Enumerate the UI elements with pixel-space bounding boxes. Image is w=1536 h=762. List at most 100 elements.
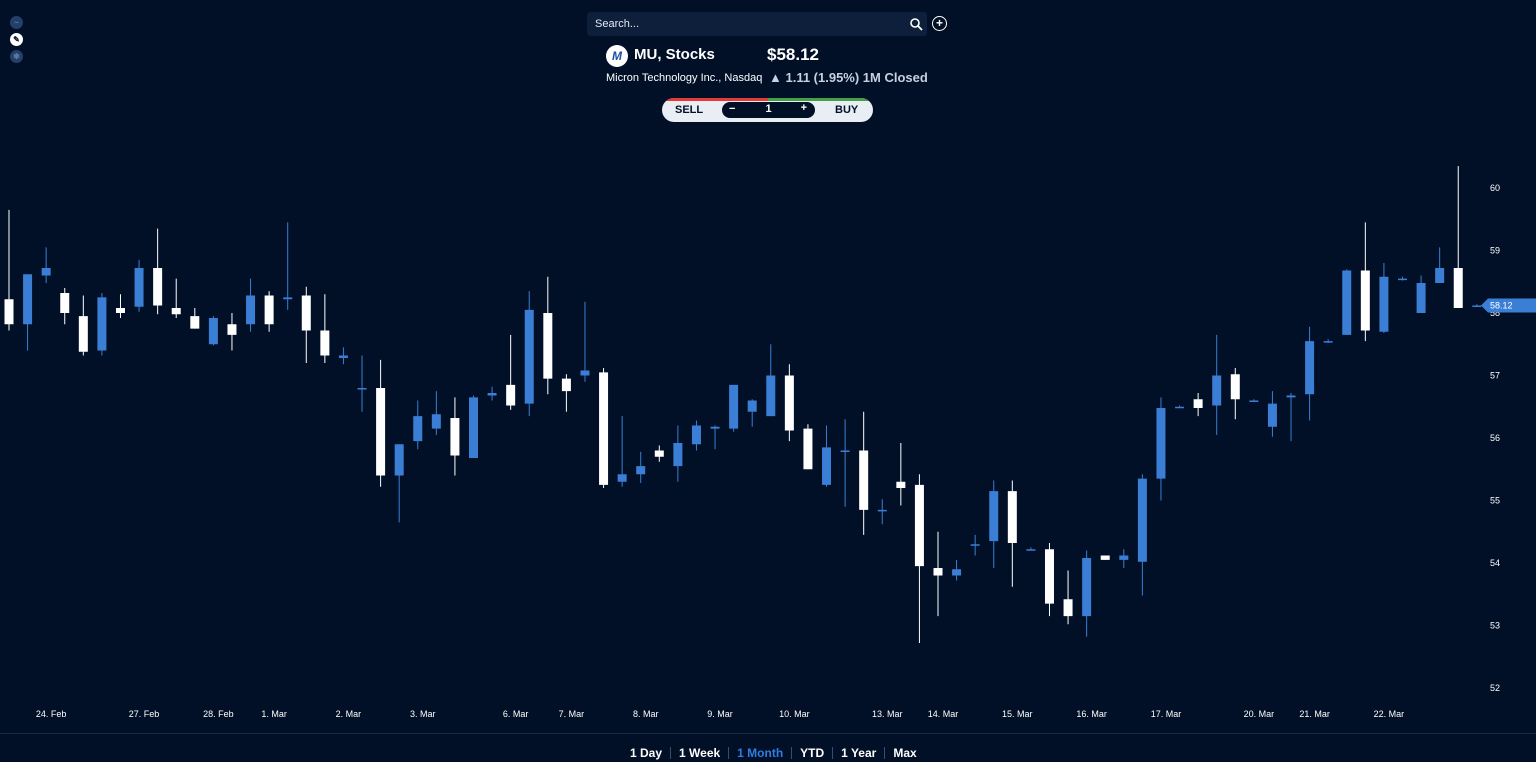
candle-body[interactable] bbox=[78, 316, 88, 352]
candle-body[interactable] bbox=[115, 308, 125, 313]
search-icon[interactable] bbox=[905, 13, 927, 35]
candle-body[interactable] bbox=[691, 425, 701, 445]
plus-circle-icon[interactable]: + bbox=[932, 16, 947, 31]
range-max[interactable]: Max bbox=[893, 746, 917, 760]
candle-body[interactable] bbox=[376, 388, 386, 476]
candle-body[interactable] bbox=[1063, 599, 1073, 617]
candle-body[interactable] bbox=[580, 370, 590, 376]
candle-body[interactable] bbox=[23, 274, 33, 325]
candle-body[interactable] bbox=[896, 481, 906, 488]
candle-body[interactable] bbox=[153, 268, 163, 306]
candle-body[interactable] bbox=[171, 308, 181, 315]
candle-body[interactable] bbox=[264, 295, 274, 325]
candle-body[interactable] bbox=[952, 569, 962, 576]
candle-body[interactable] bbox=[208, 318, 218, 345]
candle-body[interactable] bbox=[1082, 558, 1092, 617]
candle-body[interactable] bbox=[487, 393, 497, 396]
candle-body[interactable] bbox=[840, 450, 850, 453]
candle-body[interactable] bbox=[450, 418, 460, 456]
candle-body[interactable] bbox=[1342, 270, 1352, 335]
candle-body[interactable] bbox=[933, 568, 943, 576]
candle-body[interactable] bbox=[431, 414, 441, 429]
settings-icon[interactable]: ✱ bbox=[10, 50, 23, 63]
candle-body[interactable] bbox=[301, 295, 311, 331]
candle-body[interactable] bbox=[4, 299, 14, 325]
candle-body[interactable] bbox=[1453, 268, 1463, 308]
candle-body[interactable] bbox=[394, 444, 404, 476]
candle-body[interactable] bbox=[1193, 399, 1203, 408]
range-1-month[interactable]: 1 Month bbox=[737, 746, 784, 760]
candle-body[interactable] bbox=[822, 447, 832, 485]
candle-body[interactable] bbox=[60, 293, 70, 313]
candle-body[interactable] bbox=[1156, 408, 1166, 479]
candle-body[interactable] bbox=[561, 378, 571, 392]
candle-body[interactable] bbox=[97, 297, 107, 351]
candle-body[interactable] bbox=[190, 316, 200, 329]
candle-body[interactable] bbox=[970, 544, 980, 546]
candle-body[interactable] bbox=[320, 330, 330, 356]
candle-body[interactable] bbox=[1379, 276, 1389, 332]
candle-body[interactable] bbox=[1323, 341, 1333, 343]
quantity-value[interactable]: 1 bbox=[765, 103, 772, 115]
candle-body[interactable] bbox=[1044, 549, 1054, 604]
candle-body[interactable] bbox=[1119, 555, 1129, 560]
buy-button[interactable]: BUY bbox=[835, 104, 859, 116]
indicator-icon[interactable]: ~ bbox=[10, 16, 23, 29]
candle-body[interactable] bbox=[524, 309, 534, 404]
increment-button[interactable]: + bbox=[800, 102, 807, 114]
candle-body[interactable] bbox=[413, 416, 423, 442]
candle-body[interactable] bbox=[134, 268, 144, 307]
candle-body[interactable] bbox=[1175, 406, 1185, 409]
candle-body[interactable] bbox=[1212, 375, 1222, 406]
candle-body[interactable] bbox=[506, 384, 516, 406]
candle-body[interactable] bbox=[877, 509, 887, 512]
candle-body[interactable] bbox=[1398, 278, 1407, 281]
range-1-week[interactable]: 1 Week bbox=[679, 746, 721, 760]
candle-body[interactable] bbox=[543, 313, 553, 379]
candle-body[interactable] bbox=[469, 397, 478, 458]
candle-body[interactable] bbox=[338, 355, 348, 359]
candle-body[interactable] bbox=[1007, 491, 1017, 543]
candle-body[interactable] bbox=[1416, 283, 1426, 313]
candle-body[interactable] bbox=[1360, 270, 1370, 331]
candle-body[interactable] bbox=[283, 297, 293, 300]
candle-body[interactable] bbox=[747, 400, 757, 412]
candle-body[interactable] bbox=[1267, 403, 1277, 427]
candle-body[interactable] bbox=[1230, 374, 1240, 400]
search-input[interactable] bbox=[587, 17, 905, 31]
candle-body[interactable] bbox=[357, 388, 367, 390]
candle-body[interactable] bbox=[1249, 400, 1259, 403]
candle-body[interactable] bbox=[914, 484, 924, 567]
candle-body[interactable] bbox=[1305, 341, 1315, 395]
draw-icon[interactable]: ✎ bbox=[10, 33, 23, 46]
candle-body[interactable] bbox=[710, 426, 720, 429]
candle-body[interactable] bbox=[859, 450, 869, 510]
candle-body[interactable] bbox=[803, 428, 813, 470]
candle-body[interactable] bbox=[1100, 555, 1110, 560]
y-tick-label: 54 bbox=[1490, 558, 1500, 568]
decrement-button[interactable]: − bbox=[729, 103, 736, 115]
candle-body[interactable] bbox=[729, 384, 739, 429]
candle-body[interactable] bbox=[617, 474, 627, 482]
x-tick-label: 28. Feb bbox=[203, 709, 234, 719]
candle-body[interactable] bbox=[1137, 478, 1147, 562]
candle-body[interactable] bbox=[1026, 549, 1036, 551]
candle-body[interactable] bbox=[1435, 268, 1445, 283]
ticker-title: MU, Stocks bbox=[634, 46, 715, 63]
candle-body[interactable] bbox=[1472, 305, 1482, 308]
candle-body[interactable] bbox=[599, 372, 609, 485]
range-1-year[interactable]: 1 Year bbox=[841, 746, 877, 760]
range-1-day[interactable]: 1 Day bbox=[630, 746, 663, 760]
candle-body[interactable] bbox=[989, 491, 999, 542]
candle-body[interactable] bbox=[41, 268, 51, 276]
candle-body[interactable] bbox=[636, 466, 646, 475]
range-ytd[interactable]: YTD bbox=[800, 746, 825, 760]
candle-body[interactable] bbox=[673, 443, 683, 467]
candle-body[interactable] bbox=[227, 324, 237, 335]
sell-button[interactable]: SELL bbox=[675, 104, 704, 116]
candle-body[interactable] bbox=[766, 375, 776, 417]
candle-body[interactable] bbox=[1286, 395, 1296, 398]
candle-body[interactable] bbox=[654, 450, 664, 457]
candle-body[interactable] bbox=[784, 375, 794, 431]
candle-body[interactable] bbox=[246, 295, 256, 325]
